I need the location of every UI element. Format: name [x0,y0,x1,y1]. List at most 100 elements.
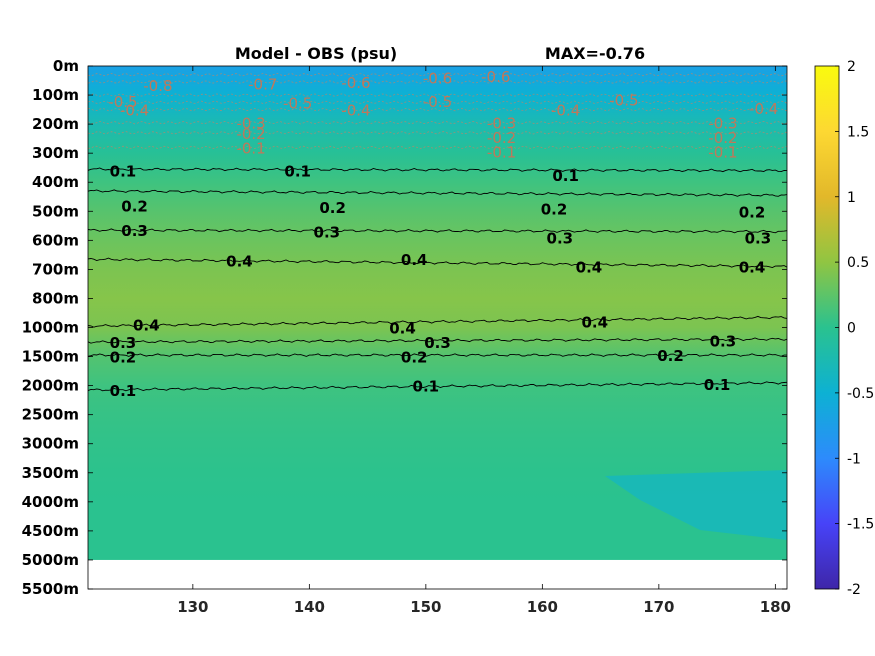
contour-line [88,167,787,173]
y-tick-label: 2000m [22,377,79,395]
negative-contour-label: -0.2 [487,129,516,147]
contour-label: 0.2 [541,200,568,218]
y-tick-label: 1500m [22,348,79,366]
negative-contour-label: -0.7 [248,75,277,93]
negative-contour-label: -0.4 [120,102,149,120]
negative-contour-label: -0.3 [236,115,265,133]
contour-label: 0.1 [110,163,137,181]
contour-line [88,189,787,197]
negative-contour-label: -0.5 [423,93,452,111]
x-tick-label: 140 [294,598,325,616]
negative-contour-label: -0.4 [551,102,580,120]
chart-title-left: Model - OBS (psu) [235,44,397,63]
negative-contour-lines [88,73,787,150]
contour-label: 0.3 [110,334,137,352]
contour-label: 0.4 [226,253,253,271]
y-tick-label: 400m [32,173,79,191]
contour-line [88,228,787,234]
negative-contour-label: -0.1 [236,139,265,157]
contour-label: 0.1 [284,163,311,181]
contour-labels: 0.1 0.1 0.10.2 0.2 0.2 0.20.3 0.3 0.3 0.30.4 0.4 0… [108,68,778,400]
y-tick-label: 5500m [22,580,79,598]
y-tick-label: 2500m [22,406,79,424]
y-tick-label: 5000m [22,551,79,569]
y-tick-label: 600m [32,231,79,249]
contour-label: 0.2 [401,349,428,367]
negative-contour-label: -0.4 [341,102,370,120]
colorbar-tick-label: 0.5 [847,255,869,271]
negative-contour-label: -0.2 [708,129,737,147]
contour-label: 0.1 [704,376,731,394]
y-tick-label: 200m [32,115,79,133]
contour-line [88,353,787,357]
colorbar-tick-label: 0 [847,321,856,337]
x-tick-label: 150 [410,598,441,616]
contour-label: 0.3 [121,222,148,240]
y-tick-label: 300m [32,144,79,162]
negative-contour-line [88,145,787,150]
contour-label: 0.4 [389,320,416,338]
x-tick-label: 180 [760,598,791,616]
negative-contour-label: -0.5 [283,94,312,112]
y-tick-label: 1000m [22,319,79,337]
y-tick-label: 4000m [22,493,79,511]
contour-label: 0.3 [745,229,772,247]
contour-line [88,381,787,392]
contour-label: 0.4 [133,317,160,335]
contour-label: 0.3 [547,229,574,247]
x-axis: 130 140 150 160 170 180 [177,66,791,616]
contour-label: 0.4 [576,258,603,276]
contour-label: 0.3 [710,333,737,351]
y-tick-label: 0m [53,57,79,75]
plot-area: 0.1 0.1 0.10.2 0.2 0.2 0.20.3 0.3 0.3 0.30.4 0.4 0… [88,66,787,560]
negative-contour-label: -0.3 [487,115,516,133]
chart-title-right: MAX=-0.76 [545,44,645,63]
contour-label: 0.4 [581,314,608,332]
y-axis: 0m 100m 200m 300m 400m 500m 600m 700m 800m 1000m 1… [22,57,787,598]
contour-label: 0.4 [401,251,428,269]
contour-line [88,257,787,268]
no-data-region [88,561,787,589]
colorbar-tick-label: -1.5 [847,517,874,533]
y-tick-label: 4500m [22,522,79,540]
colorbar-tick-label: 2 [847,59,856,75]
contour-label: 0.1 [552,167,579,185]
y-tick-label: 700m [32,260,79,278]
contour-label: 0.1 [110,382,137,400]
y-tick-label: 500m [32,202,79,220]
negative-contour-label: -0.4 [749,100,778,118]
contour-lines [88,167,787,392]
negative-contour-label: -0.3 [708,115,737,133]
negative-contour-label: -0.1 [708,144,737,162]
negative-contour-label: -0.5 [108,93,137,111]
negative-contour-label: -0.8 [143,77,172,95]
contour-label: 0.2 [319,199,346,217]
contour-label: 0.2 [657,347,684,365]
colorbar-tick-label: -0.5 [847,386,874,402]
y-tick-label: 3000m [22,435,79,453]
contour-label: 0.2 [110,349,137,367]
colorbar-tick-label: 1.5 [847,124,869,140]
y-tick-label: 3500m [22,464,79,482]
contour-label: 0.2 [121,197,148,215]
contour-label: 0.2 [739,203,766,221]
negative-contour-label: -0.5 [609,91,638,109]
negative-contour-label: -0.6 [341,74,370,92]
contour-label: 0.3 [314,224,341,242]
contour-label: 0.4 [739,258,766,276]
contour-label: 0.1 [413,378,440,396]
negative-contour-label: -0.1 [487,144,516,162]
contour-line [88,315,787,328]
x-tick-label: 160 [527,598,558,616]
x-tick-label: 130 [177,598,208,616]
negative-contour-label: -0.2 [236,125,265,143]
negative-contour-label: -0.6 [481,68,510,86]
y-tick-label: 100m [32,86,79,104]
colorbar-tick-label: -2 [847,582,861,598]
x-tick-label: 170 [643,598,674,616]
colorbar-ticks: 2 1.5 1 0.5 0 -0.5 -1 -1.5 -2 [835,59,874,598]
negative-contour-label: -0.6 [423,70,452,88]
colorbar-tick-label: 1 [847,190,856,206]
y-tick-label: 800m [32,289,79,307]
